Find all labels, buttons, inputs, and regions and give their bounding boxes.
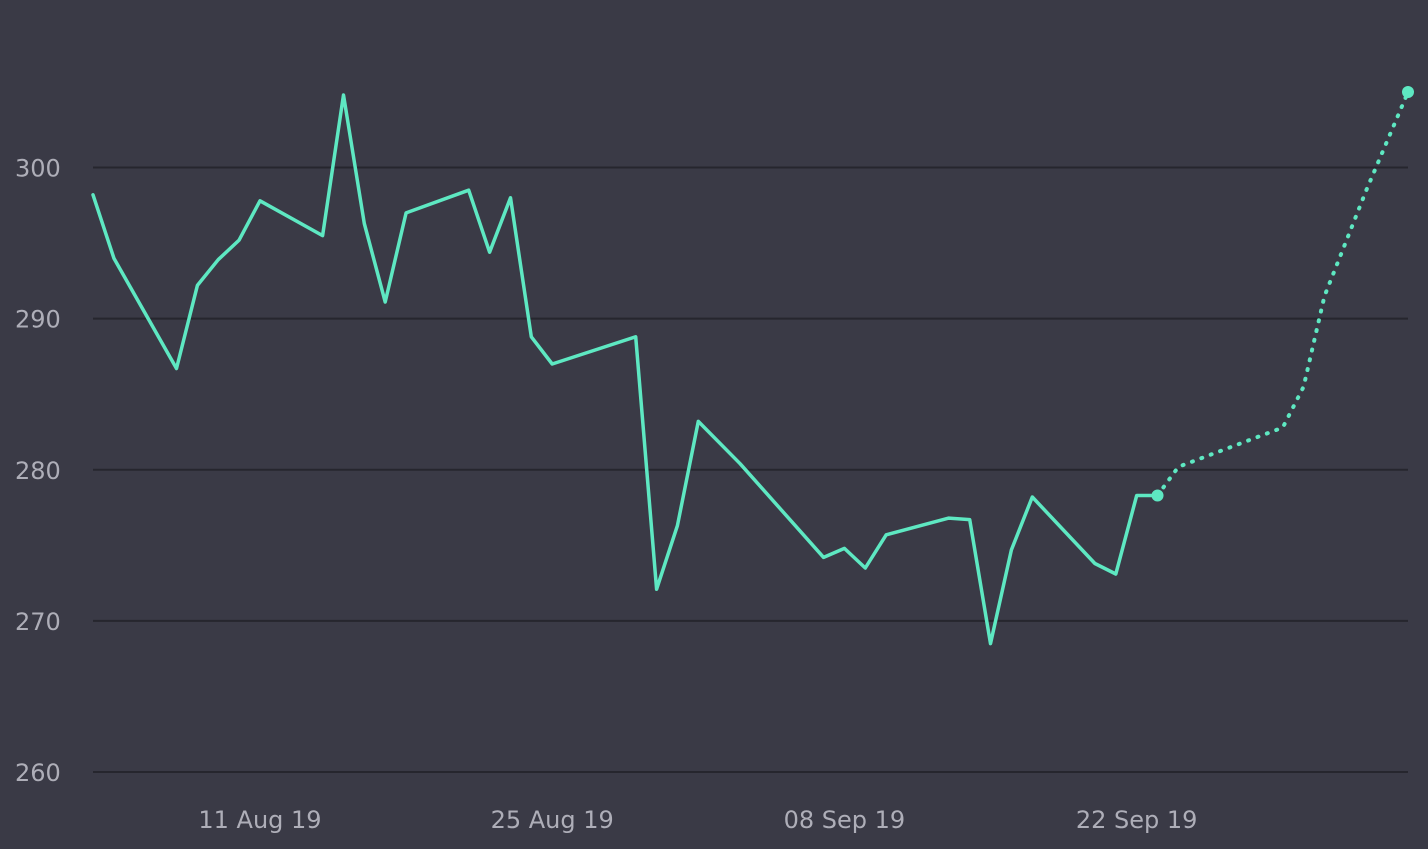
forecast-end-point xyxy=(1402,86,1414,98)
y-tick-label: 270 xyxy=(15,608,61,636)
x-tick-label: 11 Aug 19 xyxy=(198,806,321,834)
x-tick-label: 25 Aug 19 xyxy=(491,806,614,834)
x-tick-label: 22 Sep 19 xyxy=(1076,806,1198,834)
grid-lines xyxy=(93,166,1408,773)
forecast-start-point xyxy=(1151,489,1164,502)
x-tick-label: 08 Sep 19 xyxy=(784,806,906,834)
series-lines xyxy=(91,90,1410,646)
forecast-series-line xyxy=(1155,90,1410,498)
x-axis-labels: 11 Aug 19 25 Aug 19 08 Sep 19 22 Sep 19 xyxy=(198,806,1197,834)
y-tick-label: 260 xyxy=(15,759,61,787)
y-tick-label: 280 xyxy=(15,457,61,485)
y-tick-label: 300 xyxy=(15,155,61,183)
y-tick-label: 290 xyxy=(15,306,61,334)
series-markers xyxy=(1151,86,1414,502)
y-axis-labels: 260 270 280 290 300 xyxy=(15,155,61,787)
price-series-line xyxy=(91,93,1160,646)
